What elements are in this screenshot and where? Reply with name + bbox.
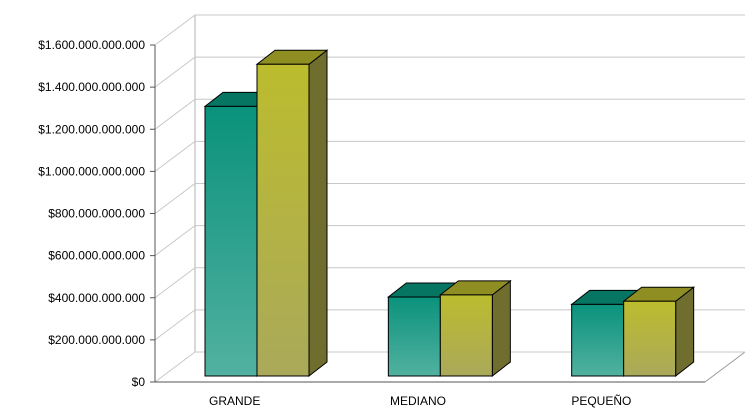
bar-side — [675, 286, 695, 378]
category-labels: GRANDE MEDIANO PEQUEÑO — [209, 394, 631, 408]
bar-side — [308, 49, 328, 378]
bars — [203, 49, 696, 378]
gridline — [154, 98, 745, 130]
gridline — [154, 267, 745, 299]
bar-pequeño-series-2 — [622, 286, 696, 378]
y-tick-label: $800.000.000.000 — [48, 207, 145, 221]
gridline — [154, 56, 745, 88]
gridline — [154, 183, 745, 214]
bar-front — [571, 303, 625, 377]
bar-front — [204, 105, 258, 377]
bar-side — [491, 279, 511, 378]
gridline — [154, 140, 745, 172]
bar-mediano-series-2 — [438, 279, 512, 378]
y-tick-label: $200.000.000.000 — [48, 333, 145, 347]
gridline — [154, 309, 745, 341]
gridline — [154, 351, 745, 383]
y-tick-label: $400.000.000.000 — [48, 291, 145, 305]
y-tick-label: $0 — [132, 375, 146, 389]
bar-grande-series-2 — [255, 49, 329, 378]
gridlines — [154, 14, 745, 383]
floor-edge — [704, 351, 745, 383]
y-tick-label: $1.000.000.000.000 — [38, 164, 145, 178]
gridline — [154, 225, 745, 257]
bar-mediano-series-1 — [386, 281, 460, 378]
y-tick-label: $1.600.000.000.000 — [38, 38, 145, 52]
bar-front — [256, 63, 310, 377]
bar-front — [387, 296, 441, 377]
category-label: PEQUEÑO — [571, 394, 631, 408]
axes — [150, 44, 705, 383]
category-label: MEDIANO — [390, 394, 446, 408]
bar-front — [623, 300, 677, 377]
y-tick-label: $1.200.000.000.000 — [38, 122, 145, 136]
y-tick-label: $1.400.000.000.000 — [38, 80, 145, 94]
y-tick-labels: $0 $200.000.000.000 $400.000.000.000 $600.0… — [38, 38, 145, 389]
bar-front — [439, 294, 493, 377]
y-tick-label: $600.000.000.000 — [48, 249, 145, 263]
gridline — [154, 14, 745, 46]
category-label: GRANDE — [209, 394, 260, 408]
